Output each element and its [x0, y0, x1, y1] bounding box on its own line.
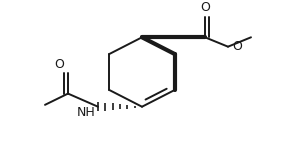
Text: O: O — [232, 40, 242, 53]
Text: O: O — [200, 1, 210, 14]
Text: O: O — [54, 58, 64, 71]
Text: NH: NH — [76, 106, 95, 119]
